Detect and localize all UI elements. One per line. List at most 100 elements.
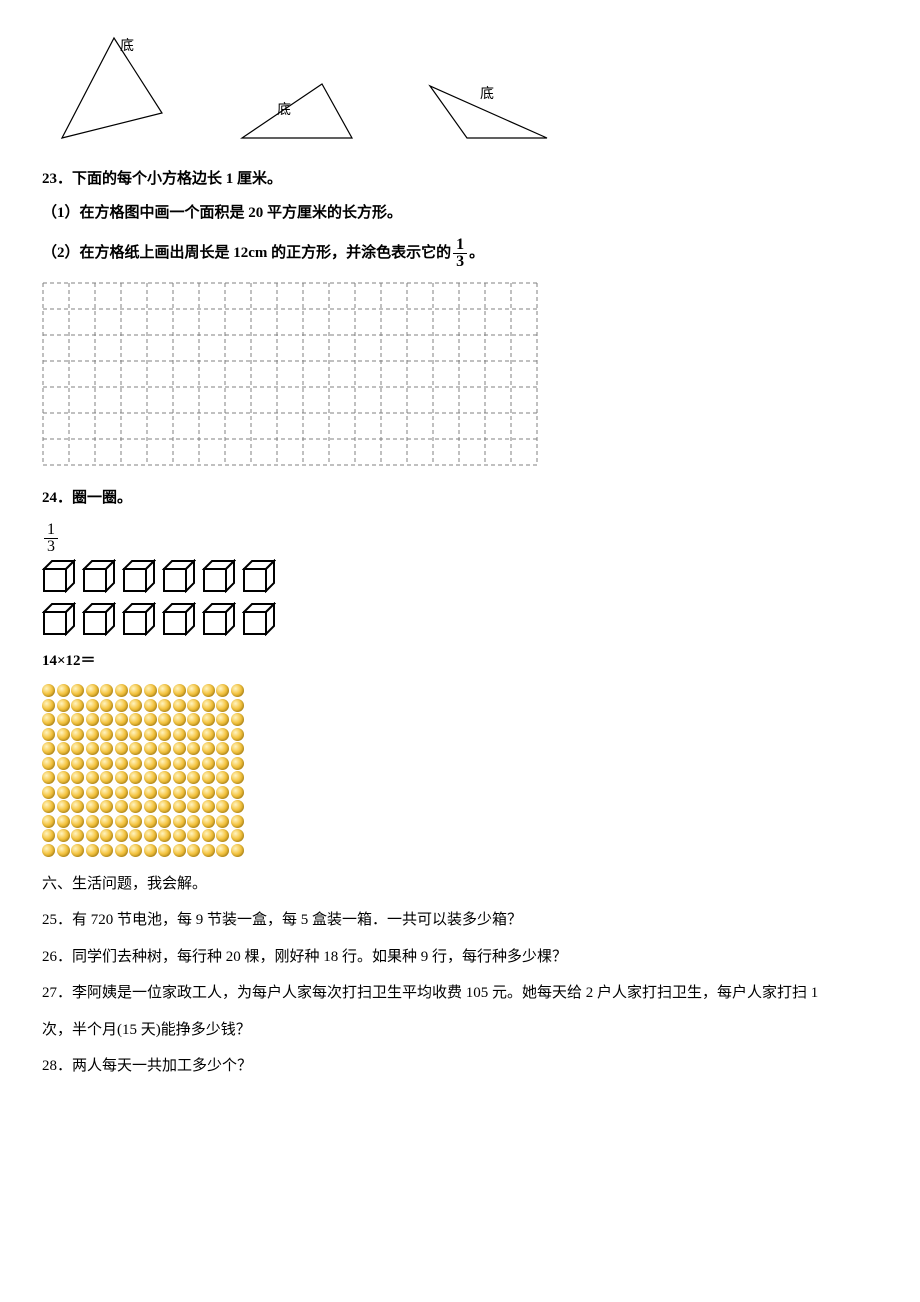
cube-icon [242, 602, 276, 644]
fraction-denominator: 3 [44, 539, 58, 555]
dot-icon [187, 771, 200, 784]
dot-icon [42, 844, 55, 857]
dot-icon [86, 771, 99, 784]
dot-icon [57, 844, 70, 857]
q23-number: 23． [42, 171, 72, 187]
q27-text-a: 李阿姨是一位家政工人，为每户人家每次打扫卫生平均收费 105 元。她每天给 2 … [72, 985, 818, 1001]
dot-icon [115, 713, 128, 726]
dot-icon [216, 713, 229, 726]
dot-icon [202, 684, 215, 697]
fraction-numerator: 1 [453, 237, 467, 254]
dot-icon [231, 699, 244, 712]
dot-icon [71, 742, 84, 755]
q26-text: 同学们去种树，每行种 20 棵，刚好种 18 行。如果种 9 行，每行种多少棵？ [72, 949, 567, 965]
dot-icon [86, 684, 99, 697]
q23-text: 下面的每个小方格边长 1 厘米。 [72, 171, 282, 187]
q24-mult-expr: 14×12＝ [42, 653, 96, 669]
dot-icon [57, 800, 70, 813]
dot-row [42, 815, 878, 828]
dot-icon [42, 742, 55, 755]
dot-icon [216, 742, 229, 755]
dot-icon [86, 699, 99, 712]
dot-icon [100, 815, 113, 828]
q23-sub1: （1）在方格图中画一个面积是 20 平方厘米的长方形。 [42, 202, 878, 225]
dot-icon [216, 684, 229, 697]
dot-icon [173, 757, 186, 770]
dot-icon [231, 742, 244, 755]
dot-icon [115, 771, 128, 784]
dots-grid [42, 684, 878, 857]
dot-icon [42, 728, 55, 741]
dot-icon [129, 699, 142, 712]
dot-icon [71, 757, 84, 770]
dot-icon [144, 728, 157, 741]
dot-icon [115, 742, 128, 755]
q23-sub2-text-b: 。 [469, 244, 484, 260]
dot-row [42, 844, 878, 857]
q27-number: 27． [42, 985, 72, 1001]
dot-icon [100, 786, 113, 799]
dot-icon [57, 771, 70, 784]
dot-icon [144, 684, 157, 697]
cubes-row [42, 602, 878, 644]
dot-icon [115, 829, 128, 842]
dot-icon [173, 844, 186, 857]
triangle-label: 底 [120, 38, 134, 54]
dot-icon [231, 786, 244, 799]
dot-icon [216, 771, 229, 784]
dot-icon [216, 815, 229, 828]
dot-icon [202, 742, 215, 755]
q23-sub1-text: 在方格图中画一个面积是 20 平方厘米的长方形。 [80, 205, 403, 221]
dot-icon [144, 844, 157, 857]
dot-icon [144, 742, 157, 755]
dot-icon [129, 815, 142, 828]
dot-row [42, 771, 878, 784]
q28-number: 28． [42, 1058, 72, 1074]
dot-icon [231, 684, 244, 697]
dot-icon [71, 800, 84, 813]
triangle-shape [242, 84, 352, 138]
dot-icon [71, 771, 84, 784]
cube-icon [162, 559, 196, 601]
dot-icon [187, 829, 200, 842]
q27-text-b: 次，半个月(15 天)能挣多少钱？ [42, 1022, 251, 1038]
dot-icon [231, 771, 244, 784]
dot-row [42, 713, 878, 726]
dot-row [42, 757, 878, 770]
dot-icon [71, 844, 84, 857]
dot-icon [173, 699, 186, 712]
dot-icon [129, 786, 142, 799]
dot-icon [158, 800, 171, 813]
dot-icon [173, 742, 186, 755]
q28-text: 两人每天一共加工多少个？ [72, 1058, 252, 1074]
dot-icon [42, 699, 55, 712]
dot-icon [100, 757, 113, 770]
cube-icon [162, 602, 196, 644]
dot-icon [187, 844, 200, 857]
dot-icon [216, 844, 229, 857]
dot-icon [42, 800, 55, 813]
dot-icon [100, 684, 113, 697]
dot-icon [71, 713, 84, 726]
cube-icon [202, 602, 236, 644]
dot-icon [231, 757, 244, 770]
dot-icon [173, 786, 186, 799]
dot-icon [202, 800, 215, 813]
q27-line-b: 次，半个月(15 天)能挣多少钱？ [42, 1019, 878, 1042]
dot-icon [115, 786, 128, 799]
dot-icon [231, 800, 244, 813]
cube-icon [202, 559, 236, 601]
dot-icon [100, 713, 113, 726]
q26-number: 26． [42, 949, 72, 965]
dot-icon [57, 742, 70, 755]
dot-icon [158, 742, 171, 755]
dot-icon [187, 742, 200, 755]
triangle-1: 底 [42, 28, 177, 156]
dot-icon [115, 844, 128, 857]
dot-row [42, 684, 878, 697]
cube-icon [242, 559, 276, 601]
q23-sub2-text-a: 在方格纸上画出周长是 12cm 的正方形，并涂色表示它的 [80, 244, 452, 260]
dot-icon [42, 684, 55, 697]
dot-icon [100, 844, 113, 857]
dot-icon [216, 757, 229, 770]
